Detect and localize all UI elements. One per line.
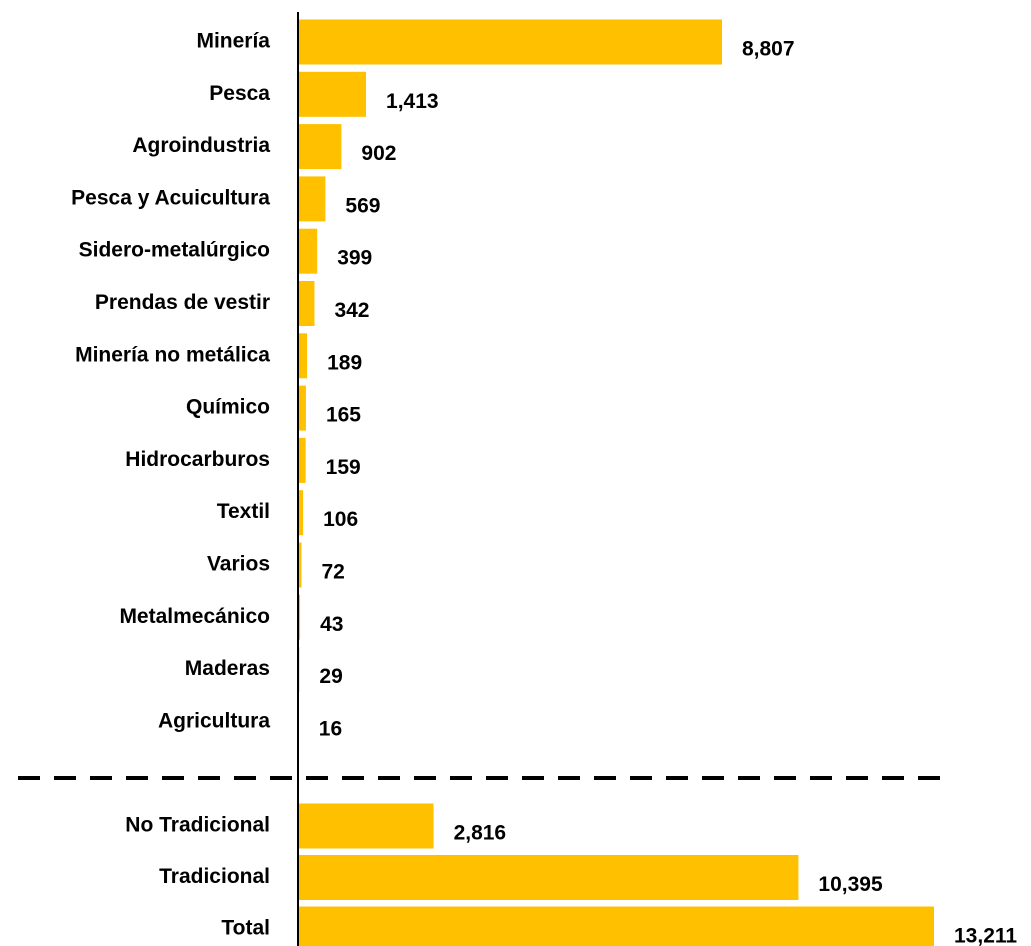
category-label: Sidero-metalúrgico [79,239,270,262]
value-label: 159 [326,456,361,479]
value-label: 16 [319,717,342,740]
category-label: Químico [186,396,270,419]
value-label: 399 [337,247,372,270]
bar [298,855,799,900]
value-label: 10,395 [818,873,883,896]
category-label: Tradicional [159,865,270,888]
value-label: 342 [334,299,369,322]
category-label: Metalmecánico [119,605,270,628]
bar [298,490,304,536]
category-label: Minería no metálica [75,343,270,366]
value-label: 13,211 [954,925,1017,946]
category-label: Hidrocarburos [125,448,270,471]
value-label: 189 [327,351,362,374]
category-label: Total [221,917,270,940]
value-label: 902 [361,142,396,165]
value-label: 29 [319,665,342,688]
bar [298,71,367,117]
bar [298,19,722,65]
bar [298,385,306,431]
value-label: 569 [345,194,380,217]
bar [298,594,301,640]
bar [298,228,318,274]
bar [298,906,934,946]
category-label: No Tradicional [125,814,270,837]
category-label: Textil [217,500,270,523]
category-label: Agricultura [158,709,270,732]
category-label: Prendas de vestir [95,291,270,314]
category-label: Pesca y Acuicultura [71,186,270,209]
bar [298,803,434,849]
bar [298,281,315,326]
value-label: 2,816 [454,822,507,845]
value-label: 72 [321,561,344,584]
category-label: Minería [196,30,270,53]
value-label: 1,413 [386,90,439,113]
category-label: Agroindustria [132,134,270,157]
value-label: 165 [326,404,361,427]
bar [298,542,302,588]
value-label: 43 [320,613,343,636]
bar [298,124,342,170]
bar [298,333,308,379]
category-label: Varios [207,553,270,576]
value-label: 8,807 [742,38,795,61]
category-label: Pesca [209,82,270,105]
bar [298,176,326,222]
category-label: Maderas [185,657,270,680]
bar [298,437,306,483]
value-label: 106 [323,508,358,531]
